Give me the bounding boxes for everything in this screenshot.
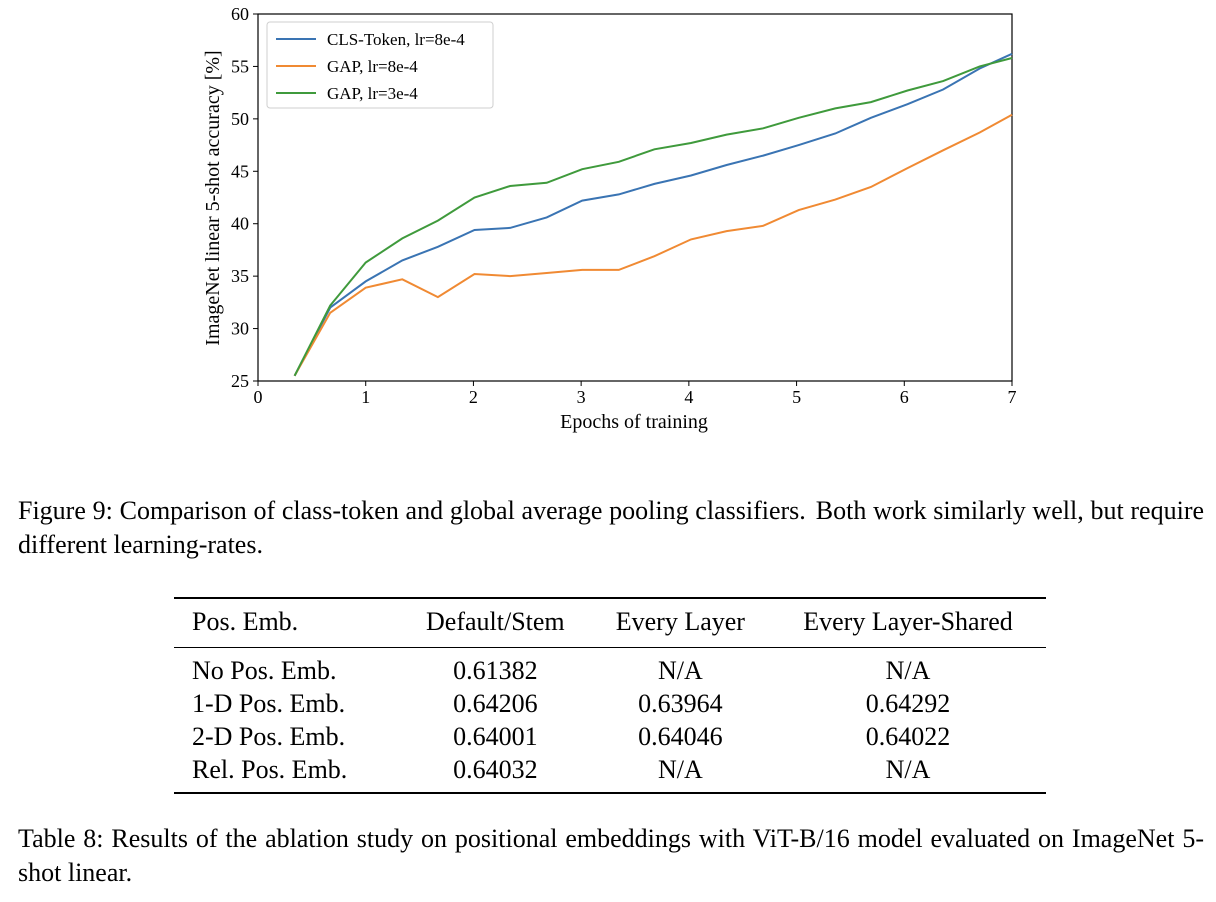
x-tick-label: 7 <box>1008 387 1017 407</box>
x-tick-label: 4 <box>684 387 693 407</box>
series-line-3 <box>293 57 1013 377</box>
table-cell: No Pos. Emb. <box>192 656 337 685</box>
plot-frame <box>257 13 1013 382</box>
table-row: 2-D Pos. Emb. 0.64001 0.64046 0.64022 <box>174 720 1046 753</box>
y-tick-label: 35 <box>231 266 249 286</box>
table-cell: 2-D Pos. Emb. <box>192 722 346 751</box>
x-tick-label: 0 <box>254 387 263 407</box>
x-tick-label: 5 <box>792 387 801 407</box>
table-cell: N/A <box>885 755 931 784</box>
x-tick-label: 1 <box>361 387 370 407</box>
x-tick-label: 2 <box>469 387 478 407</box>
table-cell: 0.64292 <box>865 689 951 718</box>
series-line-1 <box>293 52 1013 377</box>
table-cell: 0.64022 <box>865 722 951 751</box>
table-cell: N/A <box>657 656 703 685</box>
legend-label: GAP, lr=3e-4 <box>327 84 418 103</box>
figure-caption-text-2: Both work similarly well, but require di… <box>18 496 1205 559</box>
x-axis-label: Epochs of training <box>560 411 708 433</box>
table-cell: N/A <box>885 656 931 685</box>
legend-label: CLS-Token, lr=8e-4 <box>327 30 465 49</box>
y-tick-label: 60 <box>231 4 249 24</box>
table-caption: Table 8: Results of the ablation study o… <box>18 824 1204 887</box>
y-axis-label: ImageNet linear 5-shot accuracy [%] <box>202 50 224 345</box>
figure-caption: Figure 9: Comparison of class-token and … <box>18 494 1204 562</box>
table-cell: 1-D Pos. Emb. <box>192 689 346 718</box>
table-row: Rel. Pos. Emb. 0.64032 N/A N/A <box>174 753 1046 793</box>
legend-box <box>266 21 494 109</box>
table-header-row: Pos. Emb. Default/Stem Every Layer Every… <box>174 598 1046 648</box>
y-tick-label: 45 <box>231 161 249 181</box>
x-tick-label: 6 <box>900 387 909 407</box>
table-cell: 0.64032 <box>453 755 538 784</box>
table-cell: N/A <box>657 755 703 784</box>
table-header-cell: Every Layer <box>615 607 745 636</box>
y-tick-label: 30 <box>231 319 249 339</box>
table-header-cell: Pos. Emb. <box>192 607 299 636</box>
y-tick-label: 40 <box>231 214 249 234</box>
table-cell: 0.61382 <box>453 656 538 685</box>
results-table: Pos. Emb. Default/Stem Every Layer Every… <box>174 597 1046 794</box>
table-row: No Pos. Emb. 0.61382 N/A N/A <box>174 648 1046 688</box>
y-tick-label: 25 <box>231 371 249 391</box>
table-cell: 0.63964 <box>638 689 723 718</box>
table-row: 1-D Pos. Emb. 0.64206 0.63964 0.64292 <box>174 687 1046 720</box>
figure-caption-label: Figure 9: <box>18 496 113 525</box>
series-line-2 <box>293 113 1013 377</box>
x-tick-label: 3 <box>577 387 586 407</box>
table-header-cell: Default/Stem <box>426 607 565 636</box>
y-tick-label: 55 <box>231 56 249 76</box>
table-cell: Rel. Pos. Emb. <box>192 755 348 784</box>
y-tick-label: 50 <box>231 109 249 129</box>
table-header-cell: Every Layer-Shared <box>803 607 1013 636</box>
table-cell: 0.64001 <box>453 722 538 751</box>
chart-legend: CLS-Token, lr=8e-4 GAP, lr=8e-4 GAP, lr=3e… <box>266 21 494 109</box>
legend-label: GAP, lr=8e-4 <box>327 57 418 76</box>
chart-series <box>293 52 1013 377</box>
table-cell: 0.64206 <box>453 689 538 718</box>
table-cell: 0.64046 <box>638 722 723 751</box>
figure-caption-text: Comparison of class-token and global ave… <box>119 496 806 525</box>
